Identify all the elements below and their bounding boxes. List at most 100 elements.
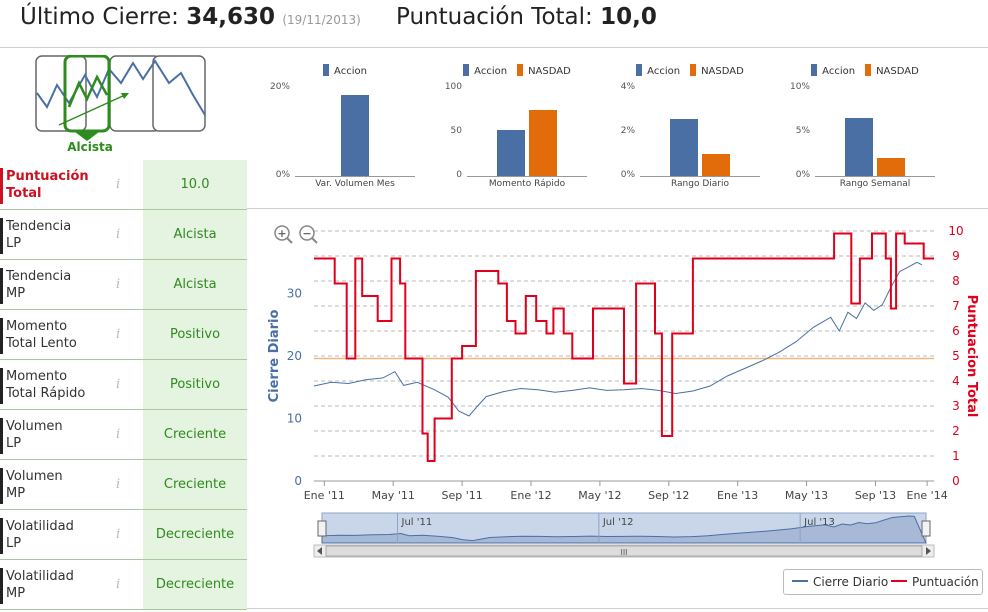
navigator-label: Jul '11 — [401, 517, 433, 528]
zoom-in-icon-handle — [286, 237, 293, 244]
y-right-tick: 0 — [952, 474, 960, 488]
total-score: Puntuación Total: 10,0 — [396, 4, 657, 30]
bottom-divider — [247, 608, 988, 609]
x-tick-label: May '13 — [785, 489, 828, 502]
metric-value: Positivo — [143, 310, 247, 359]
x-tick-label: Sep '12 — [648, 489, 689, 502]
mini-chart-legend: Accion NASDAD — [785, 64, 945, 77]
mini-chart-ytick: 0% — [620, 170, 635, 180]
mini-chart-bar[interactable] — [702, 154, 730, 176]
metric-value: Decreciente — [143, 510, 247, 559]
x-tick-label: Ene '14 — [907, 489, 948, 502]
mini-chart-legend: Accion — [265, 64, 425, 77]
mini-chart-ytick: 5% — [795, 126, 810, 136]
mini-chart-ytick: 2% — [620, 126, 635, 136]
series-line-cierre-diario[interactable] — [313, 261, 923, 417]
legend-item-score[interactable]: Puntuación — [891, 575, 979, 589]
y-right-tick: 3 — [952, 399, 960, 413]
chart-legend: Cierre Diario Puntuación — [783, 569, 983, 595]
zoom-out-icon-glyph: − — [302, 227, 311, 240]
navigator-handle-left[interactable] — [317, 520, 327, 537]
metric-row: Volatilidad LP i Decreciente — [0, 510, 247, 560]
metric-label: Volumen LP — [6, 419, 63, 451]
mini-chart-bar[interactable] — [670, 118, 698, 176]
scroll-right-arrow-icon[interactable] — [926, 547, 931, 555]
y-left-tick: 20 — [287, 349, 302, 363]
info-icon[interactable]: i — [116, 277, 121, 292]
y-left-tick: 30 — [287, 287, 302, 301]
metric-value: 10.0 — [143, 160, 247, 209]
y-right-tick: 9 — [952, 249, 960, 263]
metric-row: Puntuación Total i 10.0 — [0, 160, 247, 210]
mini-chart-x-axis — [640, 176, 760, 177]
metric-label: Puntuación Total — [6, 169, 89, 201]
legend-item-close[interactable]: Cierre Diario — [792, 575, 888, 589]
y-right-tick: 6 — [952, 324, 960, 338]
x-tick-label: Ene '13 — [717, 489, 758, 502]
metric-label: Volatilidad LP — [6, 519, 74, 551]
info-icon[interactable]: i — [116, 377, 121, 392]
metric-row: Tendencia LP i Alcista — [0, 210, 247, 260]
mini-chart-bar[interactable] — [845, 117, 873, 176]
legend-item-nasdad[interactable]: NASDAD — [865, 64, 919, 77]
metric-marker — [0, 368, 3, 404]
zoom-in-icon[interactable] — [274, 225, 290, 241]
metric-marker — [0, 268, 3, 304]
metric-row: Volumen MP i Creciente — [0, 460, 247, 510]
mini-chart-ytick: 0 — [456, 170, 462, 180]
y-right-tick: 1 — [952, 449, 960, 463]
legend-item-accion[interactable]: Accion — [811, 64, 855, 77]
mini-chart-legend: Accion NASDAD — [437, 64, 597, 77]
legend-item-accion[interactable]: Accion — [463, 64, 507, 77]
x-tick-label: Ene '11 — [304, 489, 345, 502]
total-score-value: 10,0 — [600, 4, 657, 30]
zoom-out-icon-handle — [311, 237, 318, 244]
scrollbar-thumb[interactable] — [325, 545, 923, 557]
y-left-tick: 0 — [294, 474, 302, 488]
info-icon[interactable]: i — [116, 177, 121, 192]
navigator-handle-right[interactable] — [921, 520, 931, 537]
mini-chart-x-axis — [815, 176, 935, 177]
mini-chart-x-axis — [467, 176, 587, 177]
mini-chart-label: Momento Rápido — [488, 179, 566, 189]
metric-row: Momento Total Lento i Positivo — [0, 310, 247, 360]
mini-chart-ytick: 50 — [450, 126, 462, 136]
mini-chart-bar[interactable] — [877, 157, 905, 176]
metric-marker — [0, 468, 3, 504]
zoom-out-icon[interactable] — [299, 225, 315, 241]
legend-item-accion[interactable]: Accion — [323, 64, 367, 77]
metric-value: Positivo — [143, 360, 247, 409]
info-icon[interactable]: i — [116, 427, 121, 442]
header-bar: Último Cierre: 34,630 (19/11/2013) Puntu… — [0, 0, 988, 48]
series-line-puntuacion[interactable] — [314, 232, 934, 462]
mini-chart-ytick: 10% — [789, 82, 810, 92]
metric-value: Decreciente — [143, 560, 247, 609]
trend-label: Alcista — [67, 140, 113, 154]
x-tick-label: May '11 — [372, 489, 415, 502]
metric-row: Tendencia MP i Alcista — [0, 260, 247, 310]
legend-item-accion[interactable]: Accion — [636, 64, 680, 77]
mini-chart-bar[interactable] — [341, 94, 369, 176]
navigator-label: Jul '13 — [803, 517, 835, 528]
mini-chart-bar[interactable] — [497, 130, 525, 176]
mini-chart-1: Accion 20% 0% Var. Volumen Mes — [265, 58, 425, 198]
info-icon[interactable]: i — [116, 527, 121, 542]
metric-marker — [0, 218, 3, 254]
scroll-left-arrow-icon[interactable] — [317, 547, 322, 555]
mini-chart-ytick: 0% — [275, 170, 290, 180]
legend-item-nasdad[interactable]: NASDAD — [690, 64, 744, 77]
info-icon[interactable]: i — [116, 477, 121, 492]
mini-chart-ytick: 100 — [444, 82, 462, 92]
y-right-axis-title: Puntuacion Total — [964, 295, 979, 418]
y-left-tick: 10 — [287, 412, 302, 426]
last-close-value: 34,630 — [186, 4, 276, 30]
mini-chart-bar[interactable] — [529, 110, 557, 176]
last-close-date: (19/11/2013) — [282, 13, 361, 27]
y-right-tick: 4 — [952, 374, 960, 388]
y-right-tick: 5 — [952, 349, 960, 363]
metric-value: Alcista — [143, 260, 247, 309]
info-icon[interactable]: i — [116, 577, 121, 592]
info-icon[interactable]: i — [116, 227, 121, 242]
legend-item-nasdad[interactable]: NASDAD — [517, 64, 571, 77]
info-icon[interactable]: i — [116, 327, 121, 342]
